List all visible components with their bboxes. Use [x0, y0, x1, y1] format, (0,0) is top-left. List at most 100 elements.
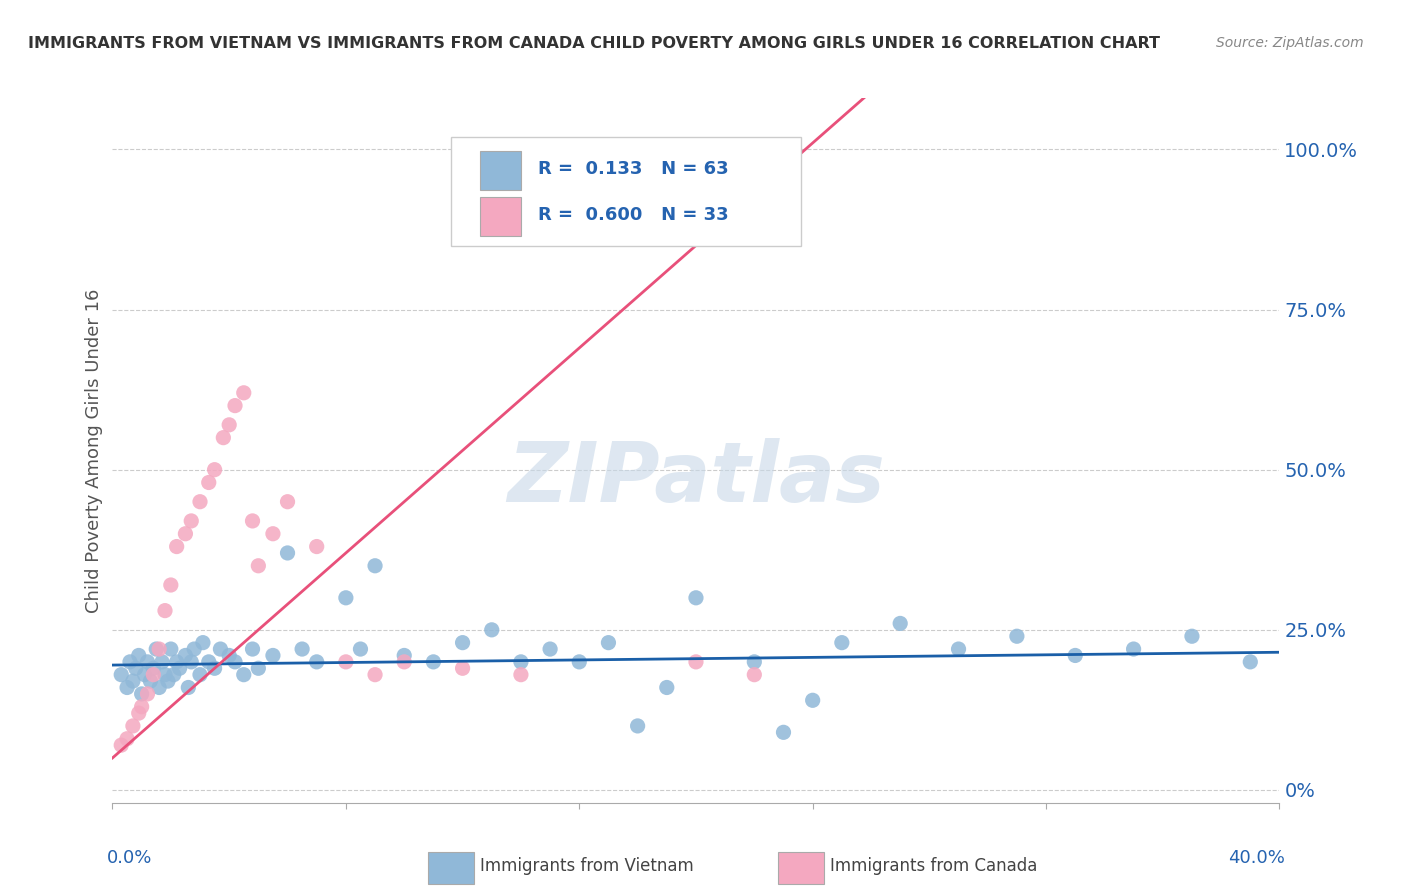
Point	[163, 667, 186, 681]
Point	[142, 667, 165, 681]
Point	[422, 655, 444, 669]
Point	[197, 475, 219, 490]
Point	[242, 514, 264, 528]
Point	[742, 655, 765, 669]
FancyBboxPatch shape	[778, 852, 824, 884]
Point	[131, 699, 153, 714]
Text: 40.0%: 40.0%	[1229, 848, 1285, 867]
Point	[335, 591, 357, 605]
Point	[183, 642, 205, 657]
Point	[136, 655, 159, 669]
Point	[276, 494, 298, 508]
Point	[169, 661, 191, 675]
Point	[148, 642, 170, 657]
Point	[204, 463, 226, 477]
Point	[128, 706, 150, 720]
Text: R =  0.600   N = 33: R = 0.600 N = 33	[538, 205, 730, 224]
Point	[1064, 648, 1087, 663]
FancyBboxPatch shape	[427, 852, 474, 884]
Text: R =  0.133   N = 63: R = 0.133 N = 63	[538, 160, 730, 178]
Point	[627, 719, 650, 733]
Point	[242, 642, 264, 657]
Point	[174, 648, 197, 663]
Point	[451, 661, 474, 675]
Point	[568, 655, 591, 669]
Point	[153, 667, 176, 681]
Point	[598, 635, 620, 649]
Point	[204, 661, 226, 675]
Point	[509, 667, 531, 681]
FancyBboxPatch shape	[451, 136, 801, 246]
Point	[139, 674, 162, 689]
Point	[509, 655, 531, 669]
Point	[115, 681, 138, 695]
Point	[232, 385, 254, 400]
Point	[451, 635, 474, 649]
Point	[685, 655, 707, 669]
Point	[772, 725, 794, 739]
Y-axis label: Child Poverty Among Girls Under 16: Child Poverty Among Girls Under 16	[84, 288, 103, 613]
Point	[276, 546, 298, 560]
Point	[655, 681, 678, 695]
Point	[1181, 629, 1204, 643]
Point	[948, 642, 970, 657]
Point	[1005, 629, 1028, 643]
Point	[212, 431, 235, 445]
Point	[131, 687, 153, 701]
Point	[191, 635, 214, 649]
Point	[218, 417, 240, 432]
Point	[364, 558, 387, 573]
Text: Source: ZipAtlas.com: Source: ZipAtlas.com	[1216, 36, 1364, 50]
Point	[224, 655, 246, 669]
Point	[232, 667, 254, 681]
FancyBboxPatch shape	[479, 197, 520, 235]
Point	[262, 648, 284, 663]
Text: 0.0%: 0.0%	[107, 848, 152, 867]
Point	[188, 494, 211, 508]
Point	[889, 616, 911, 631]
FancyBboxPatch shape	[479, 152, 520, 190]
Point	[218, 648, 240, 663]
Point	[801, 693, 824, 707]
Point	[110, 738, 132, 752]
Point	[156, 674, 179, 689]
Point	[136, 687, 159, 701]
Point	[174, 526, 197, 541]
Point	[122, 674, 145, 689]
Point	[150, 655, 173, 669]
Point	[134, 667, 156, 681]
Point	[166, 540, 188, 554]
Point	[110, 667, 132, 681]
Point	[831, 635, 853, 649]
Text: Immigrants from Canada: Immigrants from Canada	[830, 857, 1038, 875]
Point	[197, 655, 219, 669]
Point	[224, 399, 246, 413]
Point	[142, 661, 165, 675]
Point	[481, 623, 503, 637]
Text: ZIPatlas: ZIPatlas	[508, 438, 884, 519]
Point	[394, 648, 416, 663]
Point	[1239, 655, 1261, 669]
Point	[125, 661, 148, 675]
Point	[160, 578, 183, 592]
Point	[394, 655, 416, 669]
Point	[305, 540, 328, 554]
Point	[262, 526, 284, 541]
Point	[349, 642, 371, 657]
Point	[153, 604, 176, 618]
Point	[180, 514, 202, 528]
Text: IMMIGRANTS FROM VIETNAM VS IMMIGRANTS FROM CANADA CHILD POVERTY AMONG GIRLS UNDE: IMMIGRANTS FROM VIETNAM VS IMMIGRANTS FR…	[28, 36, 1160, 51]
Point	[364, 667, 387, 681]
Point	[122, 719, 145, 733]
Point	[188, 667, 211, 681]
Point	[148, 681, 170, 695]
Point	[145, 642, 167, 657]
Point	[538, 642, 561, 657]
Point	[177, 681, 200, 695]
Point	[128, 648, 150, 663]
Point	[247, 661, 270, 675]
Text: Immigrants from Vietnam: Immigrants from Vietnam	[479, 857, 693, 875]
Point	[166, 655, 188, 669]
Point	[335, 655, 357, 669]
Point	[685, 591, 707, 605]
